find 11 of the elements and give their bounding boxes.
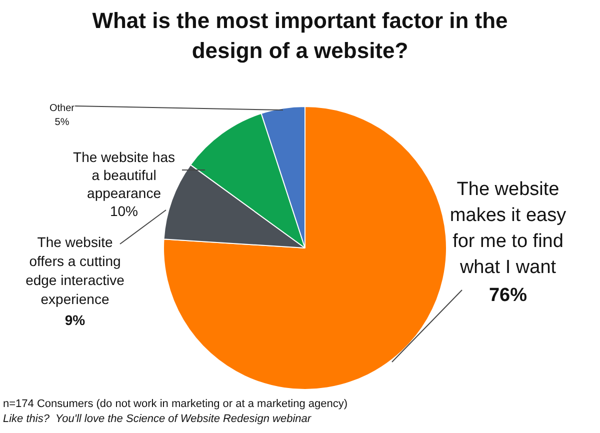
data-label: 9%: [64, 312, 86, 328]
data-label: 5%: [54, 116, 70, 128]
chart-title: What is the most important factor in the design of a website?: [92, 8, 508, 64]
slice-label: The website offers a cutting edge interactive experience: [26, 234, 125, 307]
text: Like this? You'll love the Science of Website Redesign webinar: [3, 413, 312, 426]
text: n=174 Consumers (do not work in marketing or at a marketing agency): [3, 398, 348, 410]
data-label: 76%: [488, 285, 528, 306]
slice-label: The website has a beautiful appearance: [73, 148, 175, 201]
slice-label: Other: [49, 102, 76, 114]
data-label: 10%: [110, 202, 138, 219]
slice-label: The website makes it easy for me to find what I want: [450, 179, 567, 278]
